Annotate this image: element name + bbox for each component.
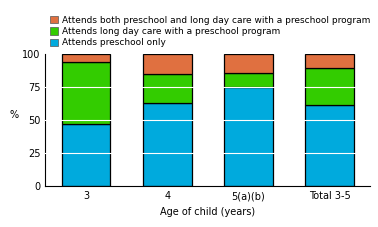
Bar <box>143 103 192 186</box>
Bar <box>305 54 354 68</box>
Bar <box>305 104 354 186</box>
Y-axis label: %: % <box>9 110 19 120</box>
Bar <box>224 54 273 73</box>
Bar <box>62 54 110 62</box>
Bar <box>305 68 354 104</box>
Bar <box>143 54 192 74</box>
Bar <box>62 62 110 124</box>
Bar <box>143 74 192 103</box>
X-axis label: Age of child (years): Age of child (years) <box>160 207 256 217</box>
Legend: Attends both preschool and long day care with a preschool program, Attends long : Attends both preschool and long day care… <box>50 16 370 47</box>
Bar <box>62 124 110 186</box>
Bar <box>224 73 273 87</box>
Bar <box>224 87 273 186</box>
